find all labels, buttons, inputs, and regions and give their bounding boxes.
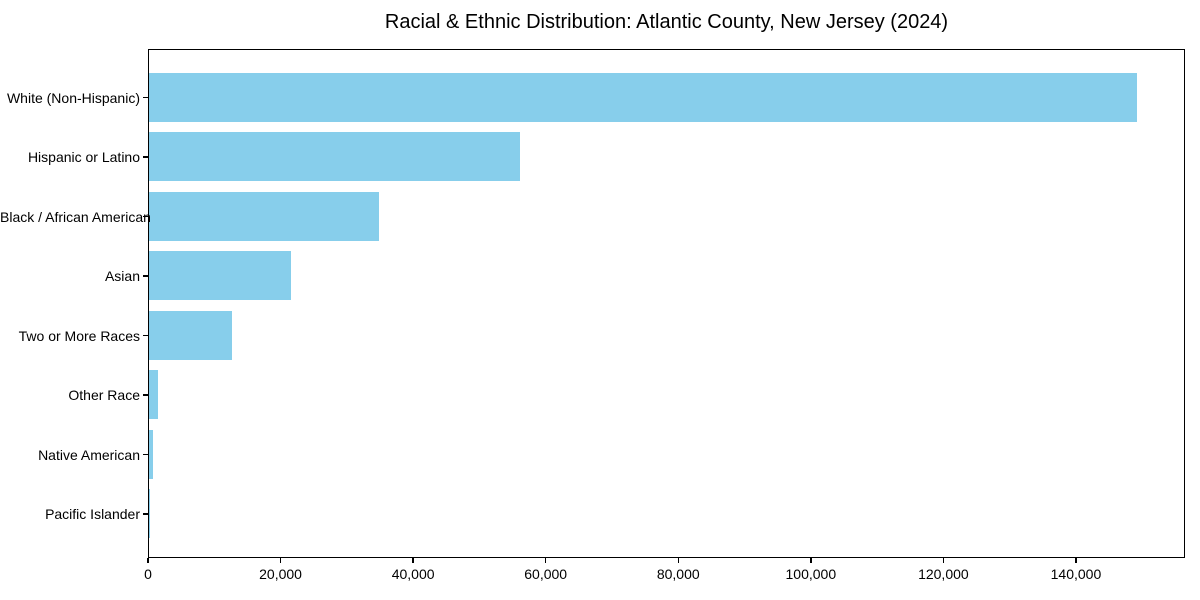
x-axis-tick-mark (1075, 558, 1077, 563)
y-axis-tick-mark (143, 96, 148, 99)
x-axis-tick-label: 40,000 (391, 566, 435, 582)
y-axis-label: White (Non-Hispanic) (6, 89, 140, 106)
x-axis-tick-label: 20,000 (259, 566, 302, 582)
y-axis-label: Other Race (68, 387, 140, 403)
y-axis-tick-mark (143, 215, 148, 218)
y-axis-label: Hispanic or Latino (27, 149, 140, 165)
x-axis-tick-mark (677, 558, 679, 563)
x-axis-tick-label: 60,000 (524, 566, 568, 582)
x-axis-tick-mark (544, 558, 547, 563)
bar-hispanic-or-latino (149, 132, 521, 181)
bar-two-or-more-races (149, 310, 232, 360)
x-axis-tick-mark (147, 558, 149, 563)
x-axis-tick-label: 140,000 (1050, 566, 1102, 582)
bar-native-american (149, 429, 154, 479)
y-axis-label: Two or More Races (18, 327, 140, 344)
y-axis-tick-mark (143, 513, 148, 515)
y-axis-label: Pacific Islander (45, 506, 140, 522)
x-axis-tick-label: 80,000 (656, 566, 700, 582)
bar-other-race (149, 370, 159, 419)
y-axis-tick-mark (143, 394, 148, 396)
y-axis-label: Asian (104, 268, 140, 284)
y-axis-label: Native American (38, 446, 140, 463)
x-axis-tick-mark (412, 558, 414, 563)
y-axis-tick-mark (143, 275, 148, 277)
bar-pacific-islander (149, 489, 150, 538)
bar-black-african-american (149, 191, 379, 241)
x-axis-tick-mark (942, 558, 945, 563)
chart-title: Racial & Ethnic Distribution: Atlantic C… (384, 11, 949, 33)
y-axis-tick-mark (143, 453, 148, 456)
bar-white-non-hispanic (149, 72, 1137, 122)
y-axis-tick-mark (143, 156, 148, 158)
x-axis-tick-mark (810, 558, 812, 563)
bar-asian (149, 251, 291, 300)
plot-area (148, 49, 1185, 558)
x-axis-tick-label: 100,000 (785, 566, 837, 582)
y-axis-label: Black / African American (0, 208, 151, 225)
x-axis-tick-label: 0 (144, 566, 152, 582)
y-axis-tick-mark (143, 334, 148, 337)
x-axis-tick-mark (279, 558, 282, 563)
x-axis-tick-label: 120,000 (918, 566, 969, 582)
